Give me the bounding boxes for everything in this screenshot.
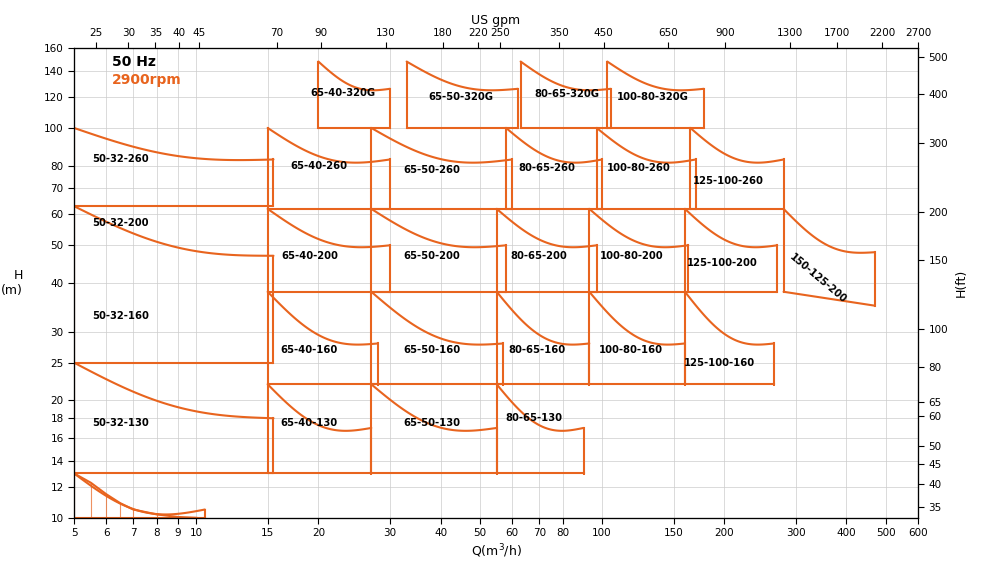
Text: 65-50-320G: 65-50-320G bbox=[428, 92, 493, 102]
Text: 100-80-260: 100-80-260 bbox=[606, 163, 669, 173]
Text: 65-40-260: 65-40-260 bbox=[290, 160, 346, 171]
Text: 65-50-160: 65-50-160 bbox=[402, 345, 459, 354]
Text: 125-100-160: 125-100-160 bbox=[683, 358, 754, 368]
Y-axis label: H(ft): H(ft) bbox=[954, 269, 967, 297]
Text: 80-65-200: 80-65-200 bbox=[511, 251, 567, 261]
Text: 50-32-130: 50-32-130 bbox=[92, 418, 149, 428]
Text: 65-50-200: 65-50-200 bbox=[402, 251, 459, 261]
Text: 80-65-160: 80-65-160 bbox=[508, 345, 565, 354]
Text: 65-40-160: 65-40-160 bbox=[280, 345, 337, 354]
Text: 65-50-130: 65-50-130 bbox=[402, 418, 459, 428]
X-axis label: US gpm: US gpm bbox=[471, 14, 520, 27]
X-axis label: Q(m$^3$/h): Q(m$^3$/h) bbox=[470, 542, 521, 560]
Text: 100-80-320G: 100-80-320G bbox=[616, 92, 687, 102]
Text: 50-32-200: 50-32-200 bbox=[92, 218, 148, 228]
Text: 125-100-200: 125-100-200 bbox=[686, 258, 757, 268]
Text: 100-80-160: 100-80-160 bbox=[599, 345, 663, 354]
Text: 80-65-260: 80-65-260 bbox=[518, 163, 575, 173]
Text: 50 Hz: 50 Hz bbox=[111, 55, 156, 69]
Text: 80-65-320G: 80-65-320G bbox=[534, 89, 599, 99]
Text: 50-32-260: 50-32-260 bbox=[92, 155, 149, 164]
Text: 2900rpm: 2900rpm bbox=[111, 73, 181, 86]
Text: 65-40-200: 65-40-200 bbox=[281, 251, 337, 261]
Text: 65-40-130: 65-40-130 bbox=[280, 418, 337, 428]
Text: 150-125-200: 150-125-200 bbox=[787, 252, 847, 306]
Text: 65-40-320G: 65-40-320G bbox=[311, 88, 376, 98]
Text: 125-100-260: 125-100-260 bbox=[692, 176, 763, 186]
Text: 50-32-160: 50-32-160 bbox=[92, 311, 149, 321]
Text: 80-65-130: 80-65-130 bbox=[505, 413, 562, 423]
Text: 100-80-200: 100-80-200 bbox=[599, 251, 663, 261]
Y-axis label: H
(m): H (m) bbox=[1, 269, 23, 297]
Text: 65-50-260: 65-50-260 bbox=[402, 165, 459, 175]
